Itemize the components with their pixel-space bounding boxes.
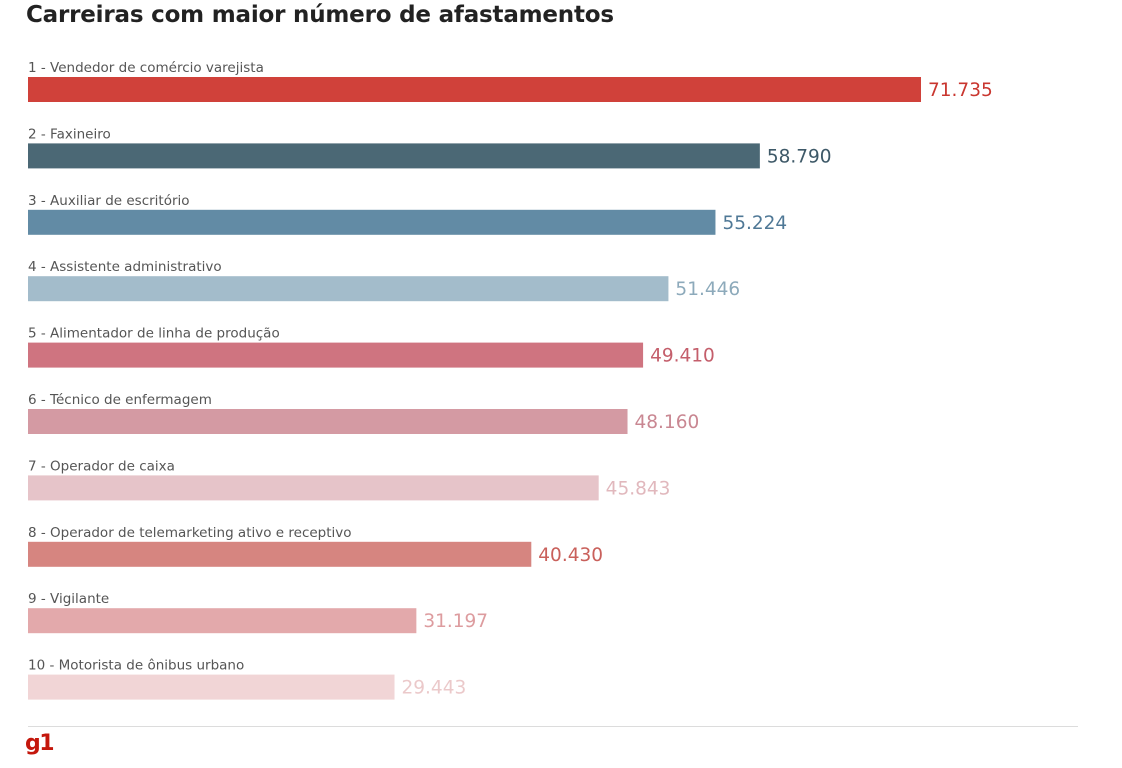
category-label: 10 - Motorista de ônibus urbano (28, 658, 244, 674)
value-label: 45.843 (606, 478, 671, 499)
bar (28, 342, 644, 368)
bar (28, 276, 669, 302)
chart-title: Carreiras com maior número de afastament… (26, 2, 614, 28)
value-label: 51.446 (675, 279, 740, 300)
value-label: 55.224 (722, 213, 787, 234)
g1-logo: g1 (25, 731, 55, 756)
category-label: 2 - Faxineiro (28, 126, 111, 142)
bar (28, 541, 532, 567)
bar (28, 409, 628, 434)
footer-divider (28, 726, 1078, 727)
value-label: 71.735 (928, 80, 993, 101)
bar (28, 77, 921, 102)
category-label: 8 - Operador de telemarketing ativo e re… (28, 525, 352, 541)
bar (28, 674, 395, 700)
bar (28, 209, 716, 235)
value-label: 40.430 (538, 545, 603, 566)
category-label: 6 - Técnico de enfermagem (28, 392, 212, 408)
category-label: 1 - Vendedor de comércio varejista (28, 60, 264, 76)
value-label: 48.160 (635, 412, 700, 433)
value-label: 49.410 (650, 346, 715, 367)
bar (28, 143, 760, 169)
category-label: 9 - Vigilante (28, 591, 109, 607)
category-label: 7 - Operador de caixa (28, 458, 175, 474)
value-label: 58.790 (767, 146, 832, 167)
category-label: 4 - Assistente administrativo (28, 259, 222, 275)
bar-chart: 1 - Vendedor de comércio varejista 71.735… (28, 60, 993, 700)
bar (28, 608, 417, 634)
value-label: 31.197 (423, 611, 488, 632)
category-label: 5 - Alimentador de linha de produção (28, 326, 280, 342)
category-label: 3 - Auxiliar de escritório (28, 193, 190, 209)
bar (28, 475, 599, 501)
value-label: 29.443 (402, 678, 467, 699)
